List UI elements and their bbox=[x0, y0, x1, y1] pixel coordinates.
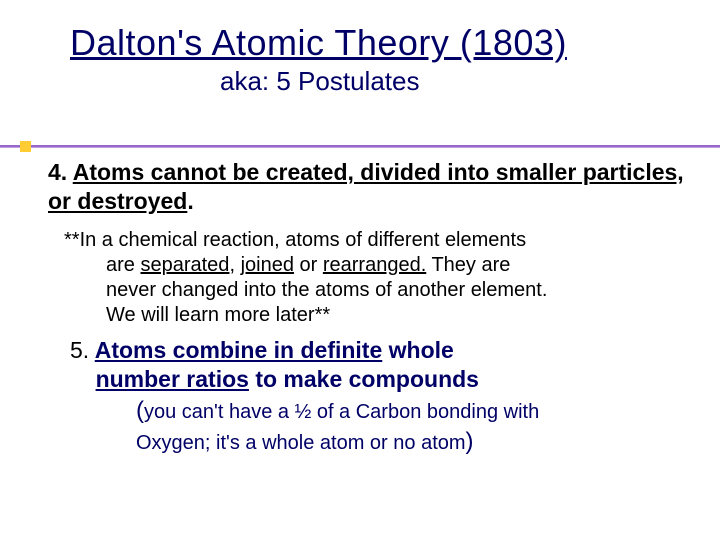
text-are: are bbox=[106, 254, 140, 276]
postulate-4-title: Atoms cannot be created, divided into sm… bbox=[48, 159, 684, 214]
postulate-4-body: **In a chemical reaction, atoms of diffe… bbox=[48, 228, 690, 328]
accent-bar bbox=[0, 145, 720, 148]
postulate-5-line1: you can't have a ½ of a Carbon bonding w… bbox=[144, 401, 539, 423]
postulate-4-number: 4. bbox=[48, 159, 67, 185]
postulate-5-body: (you can't have a ½ of a Carbon bonding … bbox=[48, 395, 690, 457]
title-block: Dalton's Atomic Theory (1803) aka: 5 Pos… bbox=[0, 0, 720, 97]
postulate-4-line3: never changed into the atoms of another … bbox=[64, 278, 690, 303]
postulate-5-heading: 5. Atoms combine in definite whole numbe… bbox=[48, 336, 690, 396]
postulate-4-period: . bbox=[187, 188, 193, 214]
postulate-5-line2: Oxygen; it's a whole atom or no atom bbox=[136, 432, 466, 454]
postulate-5-u1: Atoms combine in definite bbox=[95, 337, 383, 363]
page-title: Dalton's Atomic Theory (1803) bbox=[70, 22, 680, 64]
text-joined: joined bbox=[241, 254, 294, 276]
postulate-5-number: 5. bbox=[70, 337, 89, 363]
postulate-4-line2: are separated, joined or rearranged. The… bbox=[64, 253, 690, 278]
close-paren: ) bbox=[466, 428, 474, 455]
open-paren: ( bbox=[136, 397, 144, 424]
accent-square bbox=[20, 141, 31, 152]
text-comma: , bbox=[229, 254, 240, 276]
content-area: 4. Atoms cannot be created, divided into… bbox=[48, 158, 690, 458]
text-rearranged: rearranged. bbox=[323, 254, 426, 276]
postulate-4-line4: We will learn more later** bbox=[64, 303, 690, 328]
postulate-5-plain: to make compounds bbox=[249, 366, 479, 392]
text-or: or bbox=[294, 254, 323, 276]
postulate-5-u2: number ratios bbox=[96, 366, 249, 392]
text-separated: separated bbox=[140, 254, 229, 276]
postulate-4-heading: 4. Atoms cannot be created, divided into… bbox=[48, 158, 690, 216]
page-subtitle: aka: 5 Postulates bbox=[70, 66, 680, 97]
postulate-5-whole: whole bbox=[382, 337, 454, 363]
text-theyare: They are bbox=[426, 254, 510, 276]
postulate-4-line1: **In a chemical reaction, atoms of diffe… bbox=[64, 229, 526, 251]
